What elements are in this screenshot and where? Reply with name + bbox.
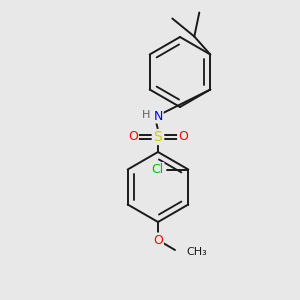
Text: H: H <box>142 110 150 120</box>
Text: O: O <box>128 130 138 143</box>
Text: O: O <box>153 233 163 247</box>
Text: N: N <box>153 110 163 122</box>
Text: Cl: Cl <box>151 163 164 176</box>
Text: O: O <box>178 130 188 143</box>
Text: S: S <box>154 130 162 144</box>
Text: CH₃: CH₃ <box>186 247 207 257</box>
